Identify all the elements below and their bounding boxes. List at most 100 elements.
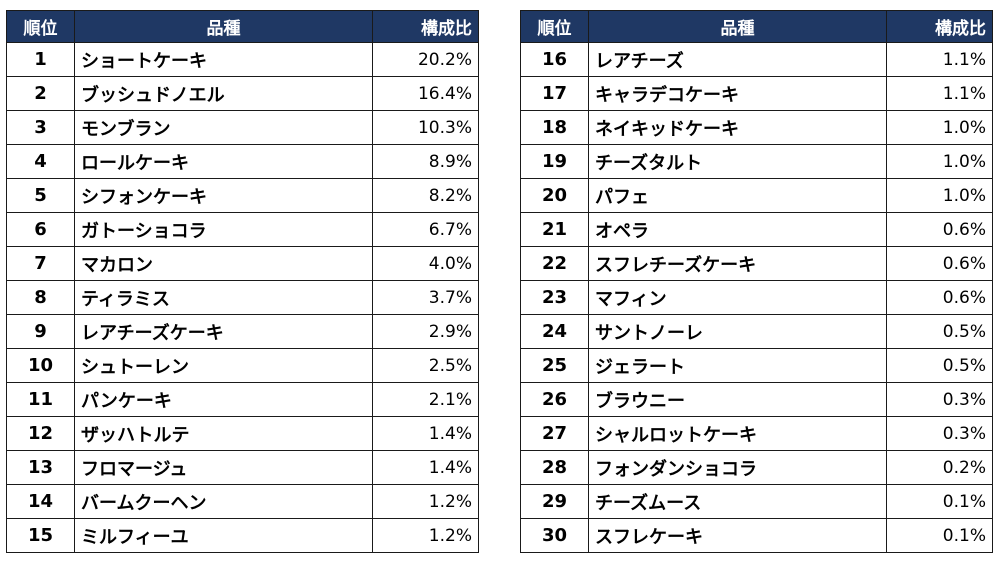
- rank-cell: 1: [6, 42, 75, 77]
- name-cell: チーズタルト: [588, 144, 887, 179]
- name-cell: スフレチーズケーキ: [588, 246, 887, 281]
- share-cell: 2.1%: [372, 382, 479, 417]
- name-cell: ブラウニー: [588, 382, 887, 417]
- share-cell: 0.6%: [886, 212, 993, 247]
- share-cell: 1.0%: [886, 178, 993, 213]
- table-row: 18 ネイキッドケーキ 1.0%: [520, 110, 993, 145]
- share-cell: 4.0%: [372, 246, 479, 281]
- name-cell: ネイキッドケーキ: [588, 110, 887, 145]
- table-row: 15 ミルフィーユ 1.2%: [6, 518, 479, 553]
- ranking-table-left: 順位 品種 構成比 1 ショートケーキ 20.2% 2 ブッシュドノエル 16.4% 3 モン…: [6, 10, 479, 553]
- table-row: 26 ブラウニー 0.3%: [520, 382, 993, 417]
- rank-cell: 11: [6, 382, 75, 417]
- rank-cell: 3: [6, 110, 75, 145]
- table-row: 19 チーズタルト 1.0%: [520, 144, 993, 179]
- share-cell: 20.2%: [372, 42, 479, 77]
- table-header-row: 順位 品種 構成比: [520, 10, 993, 43]
- share-cell: 0.6%: [886, 246, 993, 281]
- share-cell: 1.1%: [886, 76, 993, 111]
- table-row: 10 シュトーレン 2.5%: [6, 348, 479, 383]
- name-cell: パフェ: [588, 178, 887, 213]
- rank-cell: 16: [520, 42, 589, 77]
- table-row: 4 ロールケーキ 8.9%: [6, 144, 479, 179]
- rank-cell: 25: [520, 348, 589, 383]
- rank-cell: 18: [520, 110, 589, 145]
- header-name: 品種: [588, 10, 887, 43]
- table-body: 16 レアチーズ 1.1% 17 キャラデコケーキ 1.1% 18 ネイキッドケーキ 1.0% 1…: [520, 42, 993, 553]
- table-row: 3 モンブラン 10.3%: [6, 110, 479, 145]
- rank-cell: 17: [520, 76, 589, 111]
- rank-cell: 15: [6, 518, 75, 553]
- table-row: 29 チーズムース 0.1%: [520, 484, 993, 519]
- name-cell: フロマージュ: [74, 450, 373, 485]
- rank-cell: 4: [6, 144, 75, 179]
- rank-cell: 24: [520, 314, 589, 349]
- rank-cell: 21: [520, 212, 589, 247]
- share-cell: 8.9%: [372, 144, 479, 179]
- table-row: 20 パフェ 1.0%: [520, 178, 993, 213]
- name-cell: ショートケーキ: [74, 42, 373, 77]
- name-cell: ロールケーキ: [74, 144, 373, 179]
- name-cell: スフレケーキ: [588, 518, 887, 553]
- name-cell: オペラ: [588, 212, 887, 247]
- table-row: 9 レアチーズケーキ 2.9%: [6, 314, 479, 349]
- share-cell: 0.3%: [886, 416, 993, 451]
- table-row: 1 ショートケーキ 20.2%: [6, 42, 479, 77]
- share-cell: 2.9%: [372, 314, 479, 349]
- share-cell: 1.2%: [372, 518, 479, 553]
- name-cell: ブッシュドノエル: [74, 76, 373, 111]
- name-cell: ガトーショコラ: [74, 212, 373, 247]
- header-share: 構成比: [886, 10, 993, 43]
- header-name: 品種: [74, 10, 373, 43]
- rank-cell: 12: [6, 416, 75, 451]
- header-share: 構成比: [372, 10, 479, 43]
- share-cell: 0.1%: [886, 518, 993, 553]
- name-cell: ミルフィーユ: [74, 518, 373, 553]
- rank-cell: 19: [520, 144, 589, 179]
- rank-cell: 26: [520, 382, 589, 417]
- table-row: 14 バームクーヘン 1.2%: [6, 484, 479, 519]
- table-row: 17 キャラデコケーキ 1.1%: [520, 76, 993, 111]
- share-cell: 1.0%: [886, 110, 993, 145]
- table-row: 5 シフォンケーキ 8.2%: [6, 178, 479, 213]
- table-row: 21 オペラ 0.6%: [520, 212, 993, 247]
- rank-cell: 10: [6, 348, 75, 383]
- rank-cell: 20: [520, 178, 589, 213]
- name-cell: バームクーヘン: [74, 484, 373, 519]
- share-cell: 2.5%: [372, 348, 479, 383]
- share-cell: 0.3%: [886, 382, 993, 417]
- rank-cell: 30: [520, 518, 589, 553]
- share-cell: 1.4%: [372, 450, 479, 485]
- table-row: 6 ガトーショコラ 6.7%: [6, 212, 479, 247]
- table-body: 1 ショートケーキ 20.2% 2 ブッシュドノエル 16.4% 3 モンブラン 10.3% 4 ロ…: [6, 42, 479, 553]
- table-row: 30 スフレケーキ 0.1%: [520, 518, 993, 553]
- share-cell: 0.5%: [886, 314, 993, 349]
- rank-cell: 2: [6, 76, 75, 111]
- rank-cell: 5: [6, 178, 75, 213]
- rank-cell: 23: [520, 280, 589, 315]
- ranking-table-right: 順位 品種 構成比 16 レアチーズ 1.1% 17 キャラデコケーキ 1.1% 18 ネイキ…: [520, 10, 993, 553]
- rank-cell: 29: [520, 484, 589, 519]
- table-row: 24 サントノーレ 0.5%: [520, 314, 993, 349]
- name-cell: レアチーズ: [588, 42, 887, 77]
- name-cell: モンブラン: [74, 110, 373, 145]
- table-row: 25 ジェラート 0.5%: [520, 348, 993, 383]
- share-cell: 1.0%: [886, 144, 993, 179]
- share-cell: 0.6%: [886, 280, 993, 315]
- share-cell: 0.1%: [886, 484, 993, 519]
- share-cell: 1.2%: [372, 484, 479, 519]
- table-header-row: 順位 品種 構成比: [6, 10, 479, 43]
- share-cell: 0.5%: [886, 348, 993, 383]
- rank-cell: 8: [6, 280, 75, 315]
- name-cell: マフィン: [588, 280, 887, 315]
- name-cell: シフォンケーキ: [74, 178, 373, 213]
- name-cell: フォンダンショコラ: [588, 450, 887, 485]
- table-row: 22 スフレチーズケーキ 0.6%: [520, 246, 993, 281]
- share-cell: 6.7%: [372, 212, 479, 247]
- rank-cell: 22: [520, 246, 589, 281]
- rank-cell: 6: [6, 212, 75, 247]
- share-cell: 3.7%: [372, 280, 479, 315]
- share-cell: 0.2%: [886, 450, 993, 485]
- name-cell: キャラデコケーキ: [588, 76, 887, 111]
- header-rank: 順位: [520, 10, 589, 43]
